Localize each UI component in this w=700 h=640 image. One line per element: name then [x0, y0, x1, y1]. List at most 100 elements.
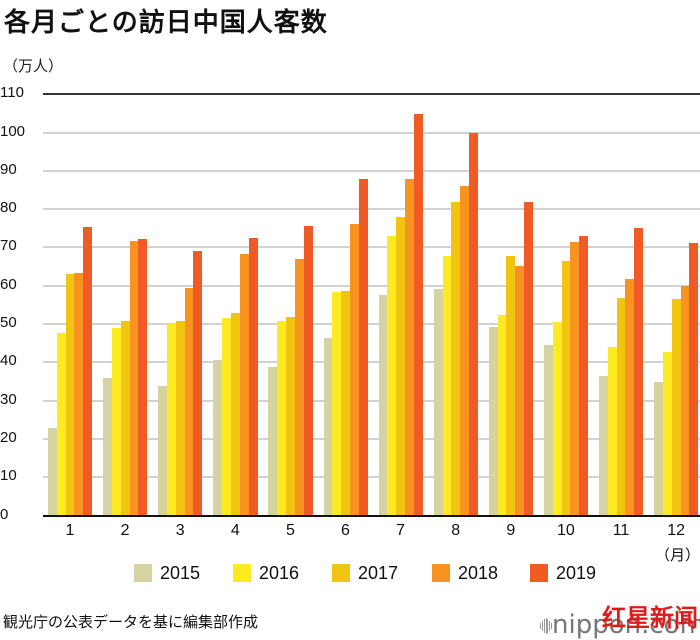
x-tick-label: 2	[120, 522, 130, 539]
bar-2018-month-3	[184, 287, 194, 516]
bar-2015-month-10	[543, 345, 553, 516]
bar-2017-month-11	[616, 298, 626, 516]
bar-2018-month-9	[515, 265, 525, 516]
bar-2016-month-10	[552, 321, 562, 516]
bar-2018-month-8	[460, 186, 470, 516]
bar-2019-month-7	[413, 114, 423, 516]
bar-2015-month-2	[103, 378, 113, 516]
bar-2019-month-6	[358, 178, 368, 516]
legend-label: 2017	[358, 562, 399, 583]
bar-2019-month-8	[468, 132, 478, 516]
bar-2019-month-4	[248, 237, 258, 516]
bar-2018-month-2	[129, 241, 139, 516]
bar-2017-month-10	[561, 261, 571, 516]
gridline	[43, 246, 700, 249]
x-tick-label: 12	[667, 522, 685, 539]
x-tick-label: 9	[506, 522, 516, 539]
gridline	[43, 437, 700, 440]
bar-2019-month-10	[579, 236, 589, 516]
bar-2019-month-5	[303, 225, 313, 516]
nippon-logo-icon	[540, 618, 553, 634]
bar-2015-month-11	[599, 376, 609, 516]
bar-2016-month-6	[332, 292, 342, 516]
bar-2017-month-6	[341, 290, 351, 516]
legend-item-2017: 2017	[332, 562, 398, 584]
x-tick-label: 10	[556, 522, 575, 539]
watermark-brand: nippon.com	[552, 610, 700, 640]
gridline	[43, 93, 700, 96]
y-tick-label: 50	[0, 314, 17, 331]
bar-2019-month-1	[83, 226, 93, 516]
bar-2015-month-1	[48, 428, 58, 516]
x-tick-label: 6	[341, 522, 350, 539]
bar-2019-month-3	[193, 250, 203, 516]
gridline	[43, 323, 700, 325]
y-tick-label: 100	[0, 122, 26, 140]
legend-label: 2016	[259, 562, 300, 583]
bar-2018-month-12	[680, 286, 690, 516]
gridline	[43, 208, 700, 211]
bar-2015-month-3	[158, 386, 168, 516]
legend-item-2015: 2015	[134, 562, 200, 584]
bar-2015-month-7	[378, 294, 388, 516]
x-tick-label: 11	[612, 522, 630, 539]
bar-2017-month-7	[396, 216, 406, 516]
gridline	[43, 399, 700, 402]
x-axis-line	[43, 515, 700, 517]
y-tick-label: 30	[0, 390, 17, 408]
bar-2019-month-9	[524, 202, 534, 516]
bar-2015-month-4	[213, 360, 223, 516]
bar-2016-month-8	[442, 255, 452, 516]
bar-chart-plot-area: 0 10 20 30 40 50 60 70 80 90 100 110 1 2 3 4 5 6 7 8 9 10 11 12	[0, 84, 700, 539]
bar-2017-month-2	[120, 320, 130, 516]
bar-2016-month-1	[56, 333, 66, 516]
gridline	[43, 361, 700, 364]
bar-2015-month-6	[323, 338, 333, 516]
bar-2018-month-10	[570, 242, 580, 516]
bar-2018-month-1	[74, 273, 84, 516]
y-tick-label: 10	[0, 467, 17, 485]
bar-2015-month-12	[654, 382, 664, 516]
bar-2019-month-11	[634, 228, 644, 516]
bar-2017-month-8	[451, 201, 461, 516]
bar-2017-month-12	[671, 299, 681, 516]
x-tick-label: 7	[396, 522, 406, 539]
y-tick-label: 90	[0, 160, 17, 178]
legend-swatch-icon	[432, 564, 450, 582]
legend-item-2019: 2019	[530, 562, 596, 584]
bar-2016-month-4	[222, 318, 232, 516]
bar-2019-month-12	[689, 243, 699, 516]
y-tick-label: 60	[0, 275, 17, 293]
legend-swatch-icon	[233, 564, 251, 582]
bar-2016-month-3	[167, 324, 177, 516]
gridline	[43, 284, 700, 287]
x-axis-unit-label: （月）	[655, 546, 700, 564]
gridline	[43, 131, 700, 134]
gridline	[43, 476, 700, 479]
y-tick-label: 20	[0, 428, 17, 446]
bar-2016-month-9	[497, 315, 507, 516]
gridline	[43, 169, 700, 172]
bar-2017-month-4	[230, 312, 240, 516]
bar-2016-month-2	[111, 327, 121, 516]
bar-2018-month-6	[349, 224, 359, 516]
x-tick-label: 3	[175, 522, 185, 539]
legend-label: 2015	[160, 562, 201, 583]
y-tick-label: 80	[0, 199, 17, 217]
bar-2017-month-5	[286, 317, 296, 516]
bar-2015-month-9	[488, 327, 498, 516]
bar-2017-month-1	[65, 273, 75, 516]
legend-swatch-icon	[530, 564, 548, 582]
bar-2016-month-11	[607, 347, 617, 516]
legend-item-2016: 2016	[233, 562, 299, 584]
x-tick-label: 8	[451, 522, 461, 539]
watermark: nippon.com 红星新闻	[540, 598, 700, 640]
legend-label: 2019	[556, 562, 597, 583]
y-axis-unit-label: （万人）	[3, 57, 64, 75]
bar-2015-month-8	[433, 289, 443, 516]
bar-2017-month-9	[506, 255, 516, 516]
x-tick-label: 1	[65, 522, 75, 539]
source-note: 観光庁の公表データを基に編集部作成	[3, 613, 259, 631]
y-tick-label: 70	[0, 237, 17, 255]
bar-2018-month-5	[294, 259, 304, 516]
